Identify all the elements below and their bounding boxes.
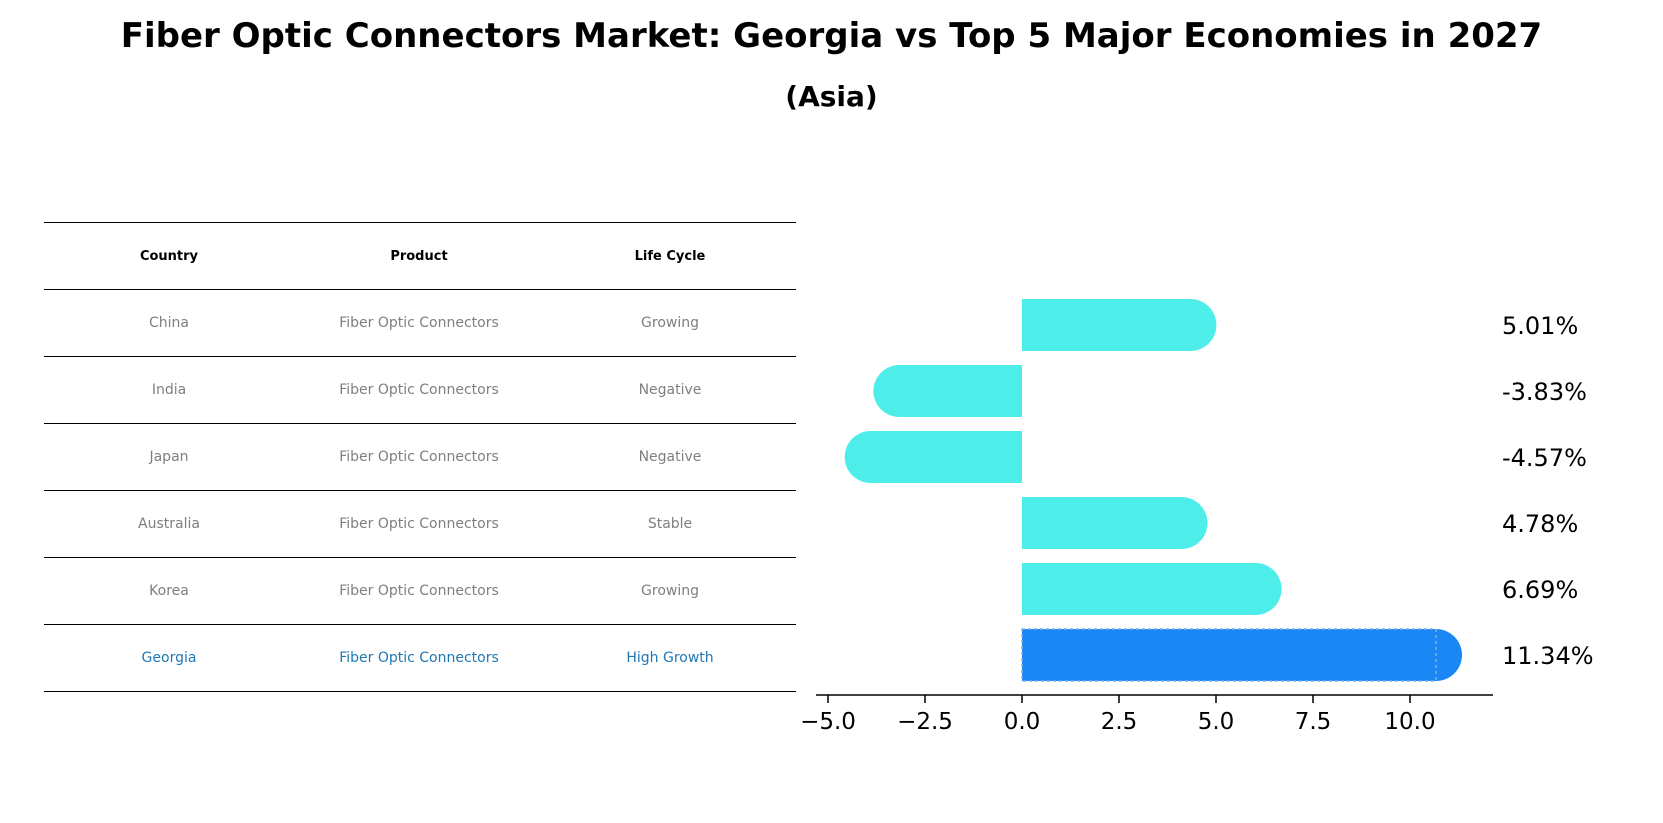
- header-country: Country: [139, 248, 199, 264]
- x-tick-label: −2.5: [897, 709, 953, 735]
- data-label-korea: 6.69%: [1502, 576, 1578, 604]
- header-product: Product: [390, 248, 448, 264]
- bar-cap-australia: [1155, 497, 1208, 549]
- bar-china: [1022, 299, 1191, 351]
- x-tick-label: −5.0: [800, 709, 856, 735]
- cell-country: China: [149, 315, 189, 331]
- bar-korea: [1022, 563, 1256, 615]
- header-life-cycle: Life Cycle: [634, 248, 706, 264]
- cell-product: Fiber Optic Connectors: [339, 315, 499, 331]
- table-row-highlight: Georgia Fiber Optic Connectors High Grow…: [44, 624, 796, 692]
- x-tick-label: 2.5: [1101, 709, 1138, 735]
- bar-cap-china: [1164, 299, 1217, 351]
- cell-product: Fiber Optic Connectors: [339, 449, 499, 465]
- cell-life-cycle: Negative: [638, 382, 702, 398]
- table-row: Korea Fiber Optic Connectors Growing: [44, 557, 796, 624]
- bar-georgia: [1022, 629, 1436, 681]
- chart-subtitle: (Asia): [785, 80, 878, 113]
- table-header-row: Country Product Life Cycle: [44, 222, 796, 289]
- cell-product: Fiber Optic Connectors: [339, 516, 499, 532]
- cell-product: Fiber Optic Connectors: [339, 583, 499, 599]
- data-label-australia: 4.78%: [1502, 510, 1578, 538]
- cell-life-cycle: Negative: [638, 449, 702, 465]
- chart-title: Fiber Optic Connectors Market: Georgia v…: [120, 16, 1543, 56]
- bar-cap-korea: [1229, 563, 1282, 615]
- country-table: Country Product Life Cycle China Fiber O…: [44, 222, 796, 692]
- table-row: Japan Fiber Optic Connectors Negative: [44, 423, 796, 490]
- data-label-georgia: 11.34%: [1502, 642, 1594, 670]
- cell-country: Australia: [138, 516, 200, 532]
- data-label-india: -3.83%: [1502, 378, 1587, 406]
- cell-life-cycle: Growing: [641, 315, 699, 331]
- bar-australia: [1022, 497, 1182, 549]
- bar-highlight-outline: [1021, 628, 1437, 682]
- cell-country: Korea: [149, 583, 189, 599]
- cell-life-cycle: Growing: [641, 583, 699, 599]
- data-label-japan: -4.57%: [1502, 444, 1587, 472]
- cell-country: India: [151, 382, 187, 398]
- bar-cap-japan: [844, 431, 897, 483]
- cell-product: Fiber Optic Connectors: [339, 382, 499, 398]
- cell-product: Fiber Optic Connectors: [339, 650, 499, 666]
- x-tick-label: 5.0: [1198, 709, 1235, 735]
- cell-country: Georgia: [141, 650, 197, 666]
- table-row: India Fiber Optic Connectors Negative: [44, 356, 796, 423]
- x-tick-label: 10.0: [1384, 709, 1435, 735]
- cell-life-cycle: Stable: [647, 516, 693, 532]
- cell-country: Japan: [149, 449, 189, 465]
- table-row: Australia Fiber Optic Connectors Stable: [44, 490, 796, 557]
- x-tick-label: 0.0: [1004, 709, 1041, 735]
- x-tick-label: 7.5: [1295, 709, 1332, 735]
- bar-cap-india: [873, 365, 926, 417]
- cell-life-cycle: High Growth: [626, 650, 714, 666]
- data-label-china: 5.01%: [1502, 312, 1578, 340]
- table-row: China Fiber Optic Connectors Growing: [44, 289, 796, 356]
